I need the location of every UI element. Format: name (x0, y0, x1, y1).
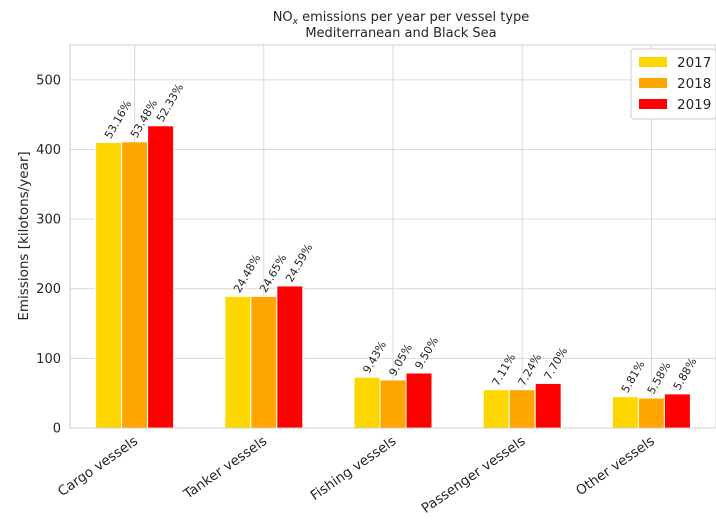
legend-label: 2019 (677, 97, 711, 113)
data-label: 7.70% (542, 345, 571, 382)
chart-subtitle: Mediterranean and Black Sea (305, 26, 496, 41)
bar (663, 393, 691, 429)
legend-swatch (639, 57, 667, 67)
bar (121, 141, 149, 429)
bars-layer (95, 125, 691, 429)
y-tick-label: 300 (36, 213, 61, 228)
data-labels-layer: 53.16%53.48%52.33%24.48%24.65%24.59%9.43… (102, 81, 700, 396)
y-axis-title: Emissions [kilotons/year] (16, 151, 32, 320)
x-tick-label: Passenger vessels (419, 433, 529, 517)
x-tick-label: Tanker vessels (180, 433, 270, 503)
plot-frame (69, 44, 716, 429)
x-tick-label: Other vessels (573, 433, 658, 499)
legend-swatch (639, 99, 667, 109)
bar (276, 285, 304, 429)
bar (95, 141, 123, 429)
y-tick-label: 100 (36, 352, 61, 367)
bar (405, 372, 433, 429)
bar (611, 396, 639, 429)
data-label: 5.88% (671, 356, 700, 393)
x-tick-label: Fishing vessels (308, 433, 400, 504)
data-label: 9.50% (412, 335, 441, 372)
bar (147, 125, 175, 429)
legend-swatch (639, 78, 667, 88)
y-tick-label: 400 (36, 143, 61, 158)
y-tick-label: 0 (53, 422, 61, 437)
bar (482, 389, 510, 429)
data-label: 52.33% (154, 81, 186, 124)
legend-label: 2018 (677, 76, 711, 92)
data-label: 5.81% (619, 358, 648, 395)
chart-title: NOx emissions per year per vessel type (273, 10, 530, 27)
data-label: 7.11% (490, 351, 519, 388)
bar (250, 295, 278, 429)
bar (637, 397, 665, 429)
x-tick-label: Cargo vessels (55, 433, 141, 500)
data-label: 24.59% (283, 242, 315, 285)
bar (534, 382, 562, 429)
y-tick-label: 500 (36, 73, 61, 88)
bar (379, 379, 407, 429)
data-label: 9.43% (360, 339, 389, 376)
data-label: 7.24% (516, 351, 545, 388)
bar (353, 376, 381, 429)
legend: 2017 2018 2019 (630, 48, 716, 120)
bar (508, 389, 536, 429)
bar (224, 295, 252, 429)
y-tick-label: 200 (36, 282, 61, 297)
data-label: 5.58% (645, 360, 674, 397)
legend-label: 2017 (677, 55, 711, 71)
